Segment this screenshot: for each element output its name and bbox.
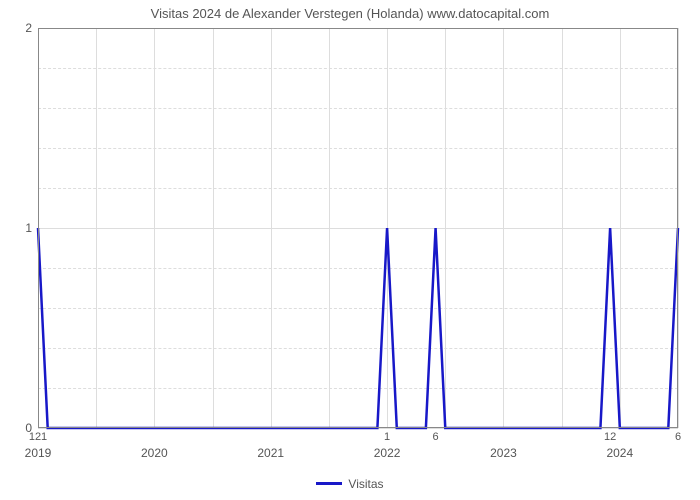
x-axis-year-label: 2023: [490, 428, 517, 460]
data-point-label: 121: [29, 428, 47, 443]
y-axis-tick-label: 2: [25, 21, 38, 35]
x-axis-year-label: 2020: [141, 428, 168, 460]
chart-title: Visitas 2024 de Alexander Verstegen (Hol…: [0, 6, 700, 21]
data-point-label: 12: [604, 428, 616, 443]
x-axis-year-label: 2021: [257, 428, 284, 460]
data-point-label: 1: [384, 428, 390, 443]
chart-legend: Visitas: [0, 476, 700, 491]
series-line: [38, 28, 678, 428]
grid-line-vertical: [678, 28, 679, 428]
data-point-label: 6: [433, 428, 439, 443]
visits-chart: Visitas 2024 de Alexander Verstegen (Hol…: [0, 0, 700, 500]
legend-swatch: [316, 482, 342, 485]
y-axis-tick-label: 1: [25, 221, 38, 235]
data-point-label: 6: [675, 428, 681, 443]
legend-label: Visitas: [348, 477, 383, 491]
plot-area: 01220192020202120222023202412116126: [38, 28, 678, 428]
